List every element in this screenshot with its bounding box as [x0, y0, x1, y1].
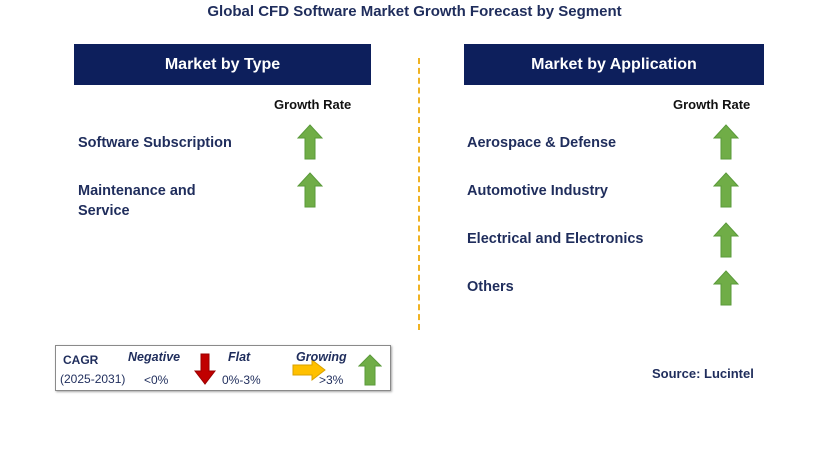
legend-flat-range: 0%-3% [222, 373, 261, 387]
application-item-others: Others [467, 279, 514, 295]
source-note: Source: Lucintel [652, 366, 754, 381]
type-growth-rate-label: Growth Rate [274, 97, 352, 112]
legend-period: (2025-2031) [60, 372, 126, 386]
type-item-maintenance-service: Maintenance and Service [78, 183, 196, 219]
up-arrow-icon [713, 270, 739, 306]
down-arrow-icon [194, 353, 216, 385]
legend-cagr-label: CAGR [63, 353, 99, 367]
right-arrow-icon [292, 359, 326, 381]
up-arrow-icon [297, 172, 323, 208]
legend-negative-range: <0% [144, 373, 169, 387]
legend-flat-label: Flat [228, 350, 251, 364]
panel-divider [418, 58, 420, 330]
up-arrow-icon [713, 172, 739, 208]
application-growth-rate-label: Growth Rate [673, 97, 751, 112]
up-arrow-icon [358, 354, 382, 386]
legend-growing-range: >3% [319, 373, 344, 387]
application-item-electrical-electronics: Electrical and Electronics [467, 231, 644, 247]
application-item-automotive: Automotive Industry [467, 183, 608, 199]
legend-growing-label: Growing [296, 350, 347, 364]
chart-title: Global CFD Software Market Growth Foreca… [207, 3, 622, 20]
application-panel-header: Market by Application [464, 44, 764, 85]
up-arrow-icon [713, 124, 739, 160]
type-item-software-subscription: Software Subscription [78, 135, 232, 151]
application-item-aerospace-defense: Aerospace & Defense [467, 135, 617, 151]
cagr-legend: CAGR (2025-2031) Negative <0% Flat 0%-3%… [55, 345, 391, 391]
legend-negative-label: Negative [128, 350, 181, 364]
up-arrow-icon [713, 222, 739, 258]
type-panel-header: Market by Type [74, 44, 371, 85]
up-arrow-icon [297, 124, 323, 160]
